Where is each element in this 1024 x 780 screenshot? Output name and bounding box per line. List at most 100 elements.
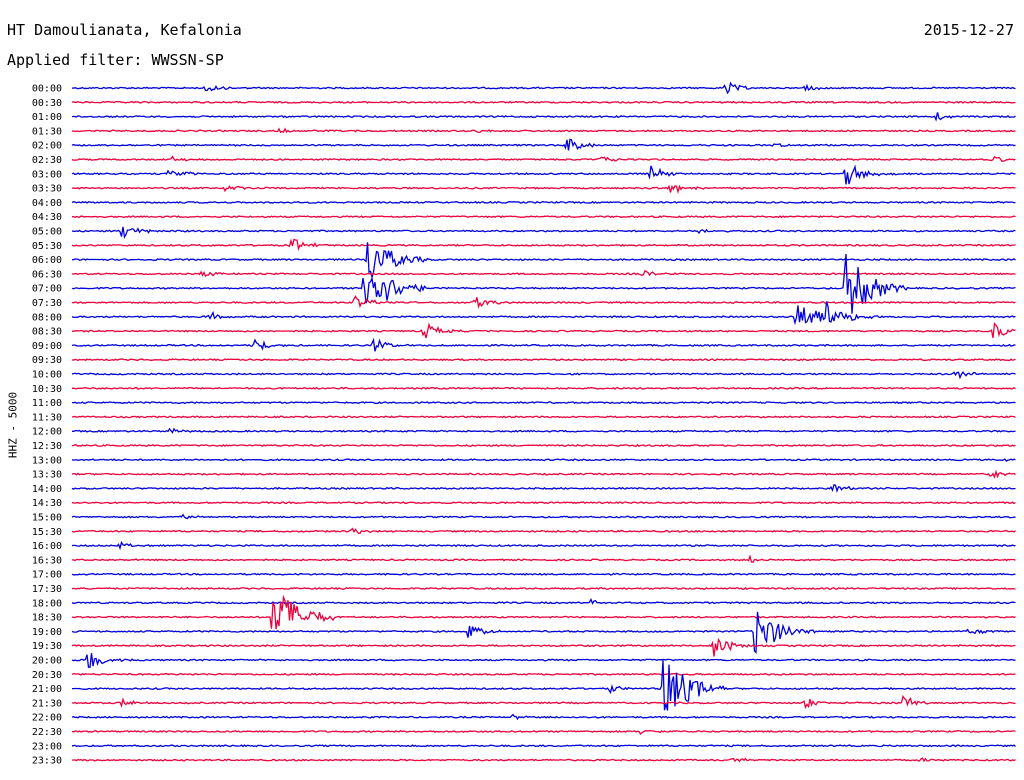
row-time-label: 05:30 bbox=[32, 241, 62, 252]
seismic-trace-row bbox=[72, 554, 1016, 564]
row-time-label: 22:00 bbox=[32, 713, 62, 724]
seismic-trace-row bbox=[71, 401, 1016, 405]
seismic-trace-row bbox=[71, 164, 1016, 185]
row-time-label: 18:30 bbox=[32, 613, 62, 624]
seismic-trace-row bbox=[71, 443, 1016, 448]
row-time-label: 03:00 bbox=[32, 169, 62, 180]
row-time-label: 09:00 bbox=[32, 341, 62, 352]
seismic-trace-row bbox=[71, 370, 1016, 380]
seismic-trace-row bbox=[71, 238, 1016, 251]
row-time-label: 18:00 bbox=[32, 598, 62, 609]
row-time-label: 04:30 bbox=[32, 212, 62, 223]
row-time-label: 21:00 bbox=[32, 684, 62, 695]
seismic-trace-row bbox=[71, 469, 1016, 479]
row-time-label: 17:00 bbox=[32, 570, 62, 581]
seismic-trace-row bbox=[71, 100, 1016, 104]
seismic-trace-row bbox=[71, 337, 1016, 352]
seismic-trace-row bbox=[71, 513, 1016, 520]
filter-label: Applied filter: WWSSN-SP bbox=[7, 51, 224, 69]
seismic-trace-row bbox=[71, 138, 1016, 151]
row-time-label: 15:30 bbox=[32, 527, 62, 538]
row-time-label: 16:00 bbox=[32, 541, 62, 552]
seismic-trace-row bbox=[71, 540, 1016, 551]
seismic-trace-row bbox=[71, 155, 1016, 162]
row-time-label: 01:00 bbox=[32, 112, 62, 123]
row-time-label: 11:30 bbox=[32, 412, 62, 423]
row-time-label: 14:30 bbox=[32, 498, 62, 509]
seismic-trace-row bbox=[71, 81, 1016, 95]
seismic-trace-row bbox=[71, 594, 1016, 630]
row-time-label: 02:30 bbox=[32, 155, 62, 166]
station-title: HT Damoulianata, Kefalonia bbox=[7, 21, 242, 39]
row-time-label: 14:00 bbox=[32, 484, 62, 495]
seismic-trace-row bbox=[71, 253, 1016, 314]
row-time-label: 00:30 bbox=[32, 98, 62, 109]
seismic-trace-row bbox=[71, 653, 1016, 668]
seismic-trace-row bbox=[72, 660, 1016, 711]
row-time-label: 10:30 bbox=[32, 384, 62, 395]
row-time-label: 03:30 bbox=[32, 184, 62, 195]
seismic-trace-row bbox=[71, 200, 1016, 204]
seismic-trace-row bbox=[71, 713, 1016, 721]
seismic-trace-row bbox=[71, 127, 1016, 134]
row-time-label: 12:00 bbox=[32, 427, 62, 438]
seismic-trace-row bbox=[71, 597, 1016, 605]
seismic-trace-row bbox=[72, 215, 1016, 219]
row-time-label: 22:30 bbox=[32, 727, 62, 738]
row-time-label: 05:00 bbox=[32, 227, 62, 238]
date-label: 2015-12-27 bbox=[923, 21, 1014, 39]
row-time-label: 01:30 bbox=[32, 126, 62, 137]
seismic-trace-row bbox=[71, 427, 1016, 434]
row-time-label: 19:00 bbox=[32, 627, 62, 638]
seismic-trace-row bbox=[71, 322, 1016, 339]
seismic-trace-row bbox=[71, 501, 1016, 505]
seismic-trace-row bbox=[71, 112, 1016, 122]
seismic-trace-row bbox=[71, 184, 1016, 195]
row-time-label: 04:00 bbox=[32, 198, 62, 209]
seismic-trace-row bbox=[71, 301, 1016, 326]
row-time-label: 12:30 bbox=[32, 441, 62, 452]
row-time-label: 13:00 bbox=[32, 455, 62, 466]
row-time-label: 23:30 bbox=[32, 756, 62, 767]
seismic-trace-row bbox=[71, 295, 1016, 309]
seismic-trace-row bbox=[71, 527, 1016, 534]
row-time-label: 15:00 bbox=[32, 513, 62, 524]
seismic-trace-row bbox=[71, 572, 1016, 576]
seismic-trace-row bbox=[71, 729, 1016, 735]
row-time-label: 07:30 bbox=[32, 298, 62, 309]
seismic-trace-row bbox=[71, 242, 1016, 280]
row-time-label: 17:30 bbox=[32, 584, 62, 595]
seismic-trace-row bbox=[71, 358, 1016, 362]
row-time-label: 09:30 bbox=[32, 355, 62, 366]
seismic-trace-row bbox=[71, 672, 1016, 676]
row-time-label: 23:00 bbox=[32, 741, 62, 752]
seismic-trace-row bbox=[71, 611, 1016, 654]
row-time-label: 02:00 bbox=[32, 141, 62, 152]
row-time-label: 08:30 bbox=[32, 327, 62, 338]
seismic-trace-row bbox=[71, 415, 1016, 419]
seismic-trace-row bbox=[71, 694, 1016, 710]
row-time-label: 20:00 bbox=[32, 656, 62, 667]
row-time-label: 06:30 bbox=[32, 269, 62, 280]
seismic-trace-row bbox=[71, 637, 1016, 657]
row-time-label: 08:00 bbox=[32, 312, 62, 323]
row-time-label: 20:30 bbox=[32, 670, 62, 681]
seismic-trace-row bbox=[72, 586, 1016, 591]
seismic-trace-row bbox=[71, 226, 1016, 239]
row-time-label: 00:00 bbox=[32, 84, 62, 95]
seismic-trace-row bbox=[71, 757, 1016, 763]
seismic-trace-row bbox=[71, 483, 1016, 494]
row-time-label: 19:30 bbox=[32, 641, 62, 652]
row-time-label: 07:00 bbox=[32, 284, 62, 295]
row-time-label: 06:00 bbox=[32, 255, 62, 266]
row-time-label: 21:30 bbox=[32, 698, 62, 709]
seismic-trace-row bbox=[71, 386, 1016, 390]
seismic-trace-row bbox=[71, 458, 1016, 462]
row-time-label: 10:00 bbox=[32, 370, 62, 381]
row-time-label: 11:00 bbox=[32, 398, 62, 409]
row-time-label: 13:30 bbox=[32, 470, 62, 481]
row-time-label: 16:30 bbox=[32, 555, 62, 566]
seismic-trace-row bbox=[71, 744, 1016, 748]
seismic-trace-row bbox=[71, 269, 1016, 277]
